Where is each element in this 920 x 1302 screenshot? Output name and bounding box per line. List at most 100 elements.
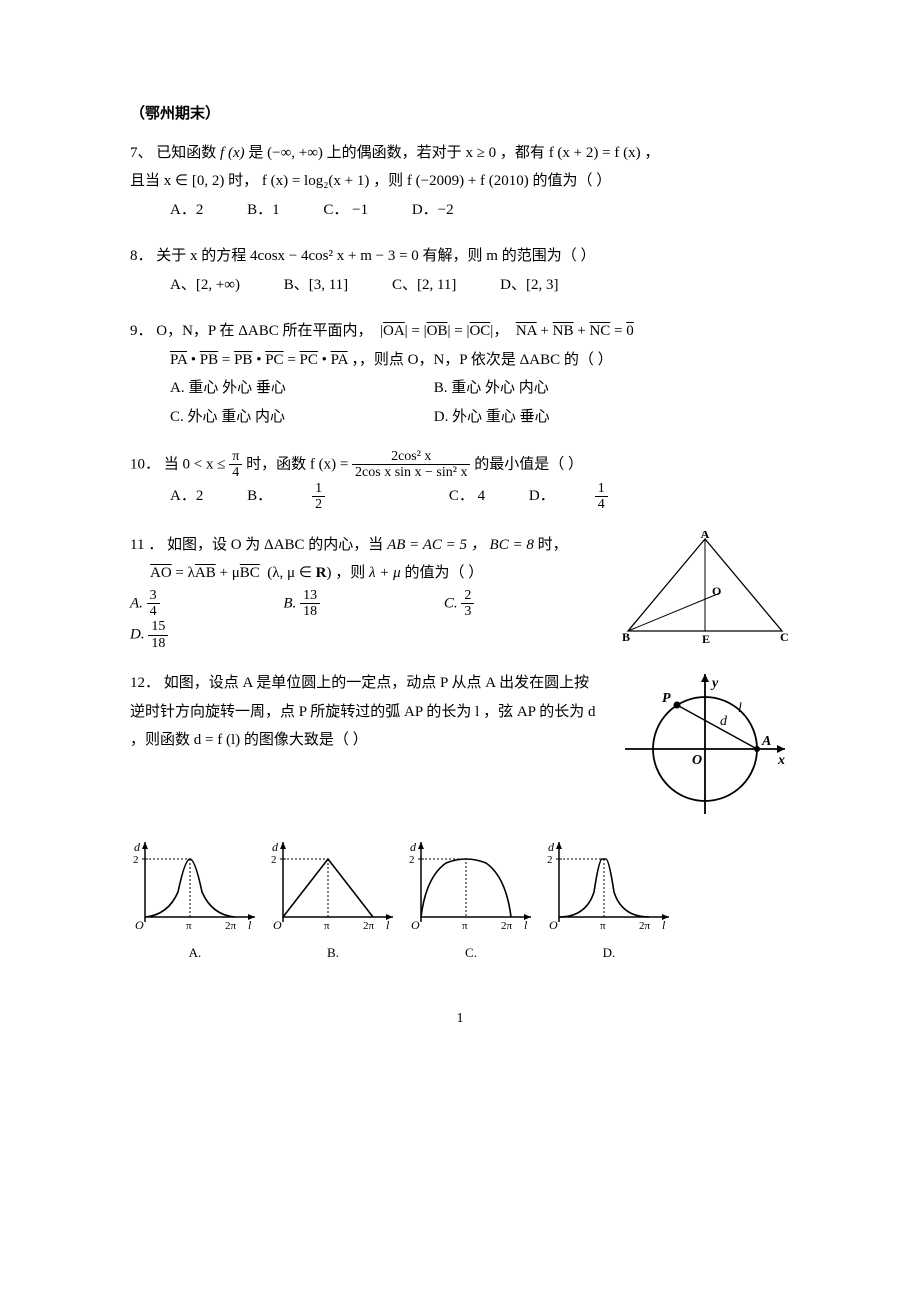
q12-x: x <box>777 753 785 768</box>
pd-l: l <box>662 918 666 932</box>
q7-num: 7、 <box>130 145 153 161</box>
q11-cl: C. <box>444 595 462 611</box>
page-number: 1 <box>130 1006 790 1033</box>
q10-dd: 4 <box>595 497 608 512</box>
q8-options: A、[2, +∞) B、[3, 11] C、[2, 11] D、[2, 3] <box>130 271 790 300</box>
q9-t2: 所在平面内， <box>282 323 372 339</box>
plot-a-icon: d 2 O π 2π l <box>130 837 260 932</box>
plot-b-icon: d 2 O π 2π l <box>268 837 398 932</box>
q8-eq: 4cosx − 4cos² x + m − 3 = 0 <box>250 248 419 264</box>
pb-2: 2 <box>271 854 277 866</box>
question-8: 8． 关于 x 的方程 4cosx − 4cos² x + m − 3 = 0 … <box>130 242 790 299</box>
q7-c2: x ∈ [0, 2) <box>164 173 225 189</box>
q11-text: 11 ． 如图，设 O 为 ΔABC 的内心，当 AB = AC = 5 ， B… <box>130 531 604 652</box>
q7-e1: f (x + 2) = f (x) <box>549 145 641 161</box>
q10-pi4: π4 <box>229 449 242 481</box>
pc-l: l <box>524 918 528 932</box>
q11-le: E <box>702 632 710 646</box>
q11-tri: ΔABC <box>264 537 305 553</box>
q10-bl: B． <box>247 482 272 511</box>
q7-opt-b: B．1 <box>247 196 280 225</box>
q9-nb: NB <box>553 323 574 339</box>
q7-options: A．2 B．1 C． −1 D．−2 <box>130 196 790 225</box>
q7-stem2: 且当 x ∈ [0, 2) 时， f (x) = log₂(x + 1) ，则 … <box>130 167 790 196</box>
q11-bl: B. <box>283 595 300 611</box>
q8-opt-b: B、[3, 11] <box>284 271 348 300</box>
q11-ab: AB <box>195 565 216 581</box>
q7-opt-a: A．2 <box>170 196 203 225</box>
pb-d: d <box>272 840 279 854</box>
q11-t5: 的值为（ ） <box>404 565 483 581</box>
q10-bn: 1 <box>312 481 325 497</box>
q8-stem: 8． 关于 x 的方程 4cosx − 4cos² x + m − 3 = 0 … <box>130 242 790 271</box>
q12-y: y <box>710 676 719 691</box>
q11-cn: 2 <box>461 588 474 604</box>
pd-2pi: 2π <box>639 920 651 932</box>
q9-stem: 9． O，N，P 在 ΔABC 所在平面内， |OA| = |OB| = |OC… <box>130 317 790 346</box>
plot-c-label: C. <box>406 941 536 966</box>
q10-stem: 10． 当 0 < x ≤ π4 时，函数 f (x) = 2cos² x2co… <box>130 449 790 481</box>
pa-2: 2 <box>133 854 139 866</box>
q12-p: P <box>662 691 671 706</box>
pc-2: 2 <box>409 854 415 866</box>
question-11: 11 ． 如图，设 O 为 ΔABC 的内心，当 AB = AC = 5 ， B… <box>130 531 790 652</box>
pb-l: l <box>386 918 390 932</box>
q7-stem: 7、 已知函数 f (x) 是 (−∞, +∞) 上的偶函数，若对于 x ≥ 0… <box>130 139 790 168</box>
q9-options: A. 重心 外心 垂心 B. 重心 外心 内心 C. 外心 重心 内心 D. 外… <box>130 374 790 431</box>
q7-t3: 上的偶函数，若对于 <box>327 145 462 161</box>
q10-pi4d: 4 <box>229 465 242 480</box>
q8-num: 8． <box>130 248 153 264</box>
question-7: 7、 已知函数 f (x) 是 (−∞, +∞) 上的偶函数，若对于 x ≥ 0… <box>130 139 790 225</box>
pd-o: O <box>549 918 558 932</box>
q9-tri2: ΔABC <box>520 352 561 368</box>
q7-t7: 时， <box>228 173 258 189</box>
q11-options: A. 34 B. 1318 C. 23 D. 1518 <box>130 588 604 652</box>
q9-oa: OA <box>383 323 405 339</box>
q11-bd: 18 <box>300 604 320 619</box>
q10-opt-d: D．14 <box>529 481 688 513</box>
q9-pc2: PC <box>300 352 318 368</box>
q10-frac: 2cos² x2cos x sin x − sin² x <box>352 449 470 481</box>
pa-l: l <box>248 918 252 932</box>
q10-options: A．2 B．12 C． 4 D．14 <box>130 481 790 513</box>
question-9: 9． O，N，P 在 ΔABC 所在平面内， |OA| = |OB| = |OC… <box>130 317 790 431</box>
q7-c1: x ≥ 0 <box>465 145 496 161</box>
q7-t6: 且当 <box>130 173 160 189</box>
q10-fn: 2cos² x <box>352 449 470 465</box>
pa-2pi: 2π <box>225 920 237 932</box>
q11-al: A. <box>130 595 147 611</box>
q12-text: 12． 如图，设点 A 是单位圆上的一定点，动点 P 从点 A 出发在圆上按逆时… <box>130 669 604 755</box>
question-12: 12． 如图，设点 A 是单位圆上的一定点，动点 P 从点 A 出发在圆上按逆时… <box>130 669 790 819</box>
q9-num: 9． <box>130 323 153 339</box>
q10-fx: f (x) = <box>310 456 352 472</box>
q11-an: 3 <box>147 588 160 604</box>
q10-dn: 1 <box>595 481 608 497</box>
q11-lc: C <box>780 630 789 644</box>
q12-t1: 如图，设点 A 是单位圆上的一定点，动点 P 从点 A 出发在圆上按逆时针方向旋… <box>130 675 595 748</box>
q9-opt-c: C. 外心 重心 内心 <box>170 403 430 432</box>
q12-num: 12． <box>130 675 160 691</box>
pb-2pi: 2π <box>363 920 375 932</box>
pd-pi: π <box>600 920 606 932</box>
q11-t3: 时， <box>538 537 568 553</box>
question-10: 10． 当 0 < x ≤ π4 时，函数 f (x) = 2cos² x2co… <box>130 449 790 513</box>
q9-pb2: PB <box>234 352 252 368</box>
q8-opt-c: C、[2, 11] <box>392 271 456 300</box>
q10-opt-a: A．2 <box>170 482 203 511</box>
q9-na: NA <box>516 323 537 339</box>
pb-pi: π <box>324 920 330 932</box>
pa-d: d <box>134 840 141 854</box>
pd-2: 2 <box>547 854 553 866</box>
q9-comma: ， <box>493 323 508 339</box>
q9-t3: ，，则点 O，N，P 依次是 <box>351 352 515 368</box>
q9-ob: OB <box>427 323 448 339</box>
q11-opt-b: B. 1318 <box>283 588 400 620</box>
q10-bd: 2 <box>312 497 325 512</box>
q8-t2: 有解，则 m 的范围为（ ） <box>423 248 596 264</box>
q10-pi4n: π <box>229 449 242 465</box>
pa-pi: π <box>186 920 192 932</box>
q10-cond-a: 0 < x ≤ <box>183 456 230 472</box>
q11-lb: B <box>622 630 630 644</box>
q11-t2: 的内心，当 <box>308 537 383 553</box>
q7-opt-c: C． −1 <box>323 196 368 225</box>
